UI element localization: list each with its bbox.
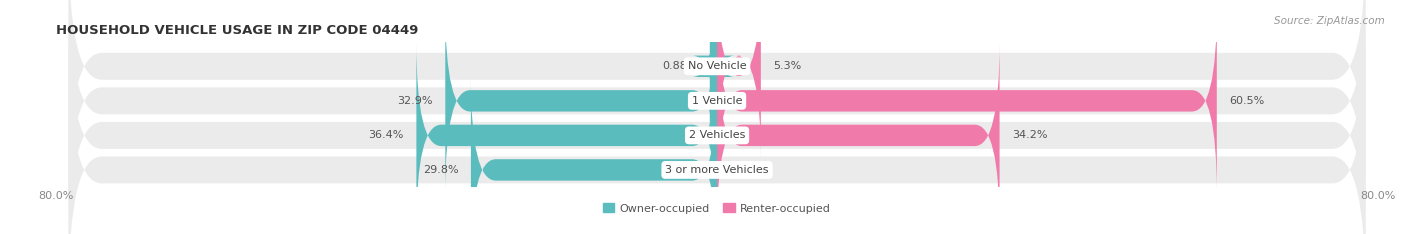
- Legend: Owner-occupied, Renter-occupied: Owner-occupied, Renter-occupied: [603, 203, 831, 214]
- FancyBboxPatch shape: [446, 8, 717, 194]
- FancyBboxPatch shape: [692, 0, 734, 159]
- FancyBboxPatch shape: [717, 42, 1000, 228]
- Text: 0.0%: 0.0%: [730, 165, 758, 175]
- FancyBboxPatch shape: [69, 11, 1365, 234]
- Text: 34.2%: 34.2%: [1012, 130, 1047, 140]
- Text: 3 or more Vehicles: 3 or more Vehicles: [665, 165, 769, 175]
- FancyBboxPatch shape: [471, 77, 717, 234]
- Text: Source: ZipAtlas.com: Source: ZipAtlas.com: [1274, 16, 1385, 26]
- FancyBboxPatch shape: [717, 0, 761, 159]
- FancyBboxPatch shape: [69, 0, 1365, 191]
- Text: 32.9%: 32.9%: [398, 96, 433, 106]
- Text: No Vehicle: No Vehicle: [688, 61, 747, 71]
- Text: 5.3%: 5.3%: [773, 61, 801, 71]
- Text: HOUSEHOLD VEHICLE USAGE IN ZIP CODE 04449: HOUSEHOLD VEHICLE USAGE IN ZIP CODE 0444…: [56, 24, 419, 37]
- Text: 60.5%: 60.5%: [1229, 96, 1264, 106]
- FancyBboxPatch shape: [416, 42, 717, 228]
- FancyBboxPatch shape: [69, 0, 1365, 226]
- Text: 2 Vehicles: 2 Vehicles: [689, 130, 745, 140]
- Text: 36.4%: 36.4%: [368, 130, 404, 140]
- FancyBboxPatch shape: [717, 8, 1216, 194]
- FancyBboxPatch shape: [69, 45, 1365, 234]
- Text: 29.8%: 29.8%: [423, 165, 458, 175]
- Text: 1 Vehicle: 1 Vehicle: [692, 96, 742, 106]
- Text: 0.88%: 0.88%: [662, 61, 697, 71]
